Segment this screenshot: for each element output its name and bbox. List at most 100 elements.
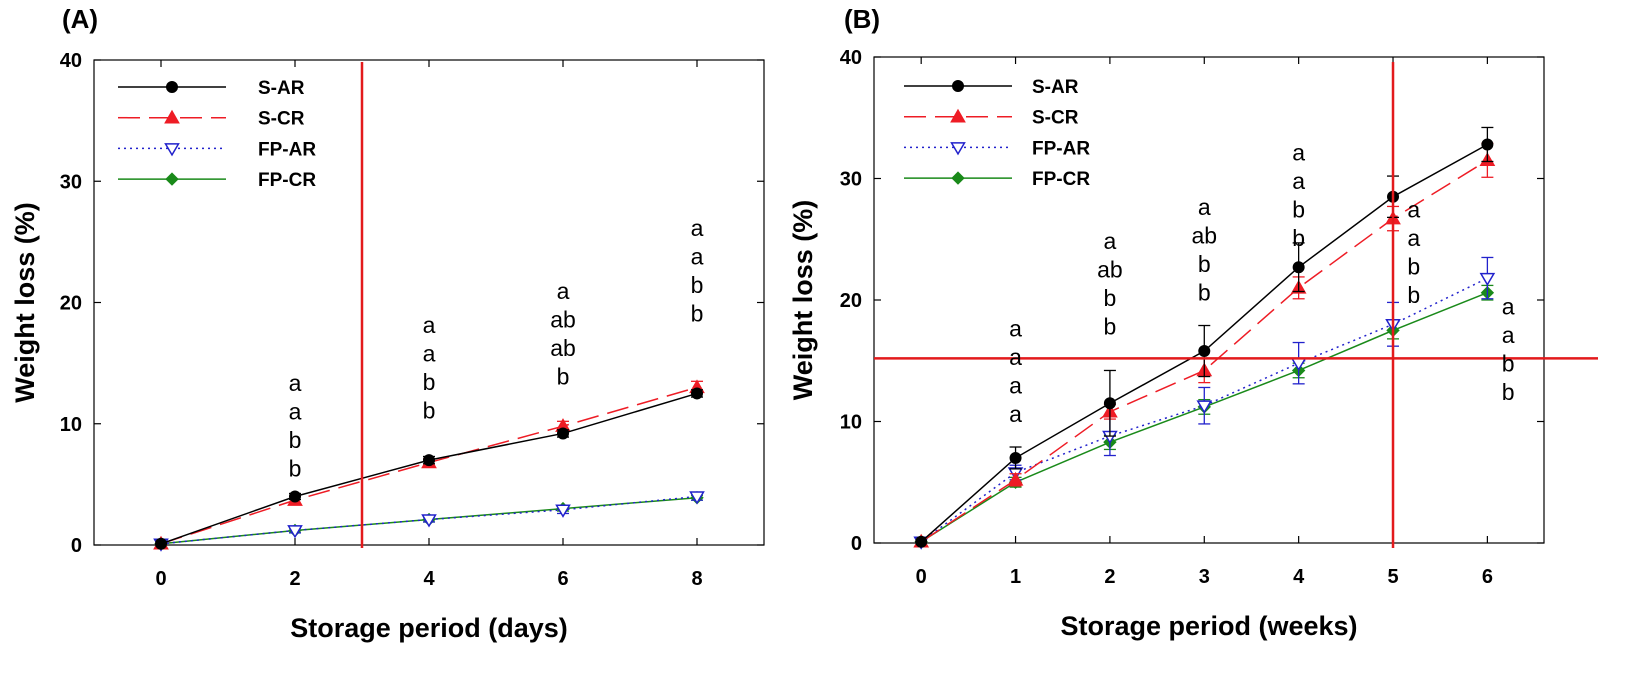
data-point bbox=[1198, 345, 1211, 358]
significance-letter: b bbox=[557, 363, 570, 389]
significance-letter: a bbox=[423, 340, 436, 366]
y-tick-label: 20 bbox=[60, 293, 82, 315]
legend-item-s-ar: S-AR bbox=[118, 78, 305, 99]
significance-letter: a bbox=[1009, 315, 1022, 341]
legend-marker bbox=[952, 80, 964, 92]
significance-letter: b bbox=[1104, 313, 1117, 339]
legend-item-fp-ar: FP-AR bbox=[118, 139, 316, 160]
legend-marker bbox=[950, 142, 966, 156]
y-tick-label: 0 bbox=[851, 533, 862, 555]
significance-letter: a bbox=[557, 278, 570, 304]
legend-label: FP-AR bbox=[258, 139, 316, 160]
x-tick-label: 6 bbox=[557, 568, 568, 590]
significance-letter: a bbox=[1198, 194, 1211, 220]
significance-letter: a bbox=[1407, 225, 1420, 251]
significance-letter: b bbox=[289, 427, 302, 453]
significance-letter: a bbox=[691, 215, 704, 241]
significance-letter: b bbox=[1198, 251, 1211, 277]
y-tick-label: 40 bbox=[60, 50, 82, 72]
y-tick-label: 20 bbox=[840, 290, 862, 312]
data-point bbox=[1009, 451, 1022, 464]
significance-letter: b bbox=[1407, 253, 1420, 279]
data-point bbox=[287, 525, 303, 539]
significance-letter: a bbox=[423, 312, 436, 338]
data-point bbox=[423, 454, 435, 467]
data-point bbox=[1481, 138, 1494, 151]
legend-label: S-AR bbox=[258, 78, 305, 99]
significance-letter: b bbox=[1502, 379, 1515, 405]
significance-letter: b bbox=[423, 369, 436, 395]
significance-letter: a bbox=[1407, 196, 1420, 222]
significance-letter: ab bbox=[550, 306, 576, 332]
x-tick-label: 4 bbox=[423, 568, 435, 590]
significance-letter: a bbox=[1502, 294, 1515, 320]
x-axis: 0 2 4 6 8 bbox=[155, 60, 703, 590]
data-point bbox=[557, 427, 569, 440]
legend-item-s-cr: S-CR bbox=[118, 109, 305, 130]
legend-item-fp-cr: FP-CR bbox=[118, 170, 316, 191]
significance-letter: a bbox=[1009, 372, 1022, 398]
data-point bbox=[915, 535, 928, 548]
y-axis-title: Weight loss (%) bbox=[788, 200, 818, 401]
significance-letter: a bbox=[1009, 344, 1022, 370]
y-tick-label: 10 bbox=[60, 414, 82, 436]
x-tick-label: 3 bbox=[1199, 566, 1210, 588]
chart-panel-a: (A) 0 10 20 30 40 0 2 4 6 8 Storage period (days) We… bbox=[10, 4, 765, 643]
significance-letter: a bbox=[1292, 139, 1305, 165]
significance-letter: b bbox=[289, 456, 302, 482]
series-group bbox=[913, 126, 1496, 550]
chart-panel-b: (B) 0 10 20 30 40 0 1 2 3 4 5 6 Storage period (weeks… bbox=[788, 4, 1598, 641]
significance-letter: b bbox=[1502, 351, 1515, 377]
data-point bbox=[555, 504, 571, 518]
legend: S-AR S-CR FP-AR FP-CR bbox=[904, 77, 1090, 190]
y-axis-title: Weight loss (%) bbox=[10, 202, 40, 403]
x-tick-label: 6 bbox=[1482, 566, 1493, 588]
significance-letter: b bbox=[1292, 196, 1305, 222]
legend-item-fp-ar: FP-AR bbox=[904, 138, 1090, 159]
x-tick-label: 1 bbox=[1010, 566, 1021, 588]
panel-label: (B) bbox=[844, 4, 880, 34]
significance-letter: b bbox=[1104, 285, 1117, 311]
y-tick-label: 40 bbox=[840, 47, 862, 69]
legend-item-s-ar: S-AR bbox=[904, 77, 1079, 98]
significance-letter: ab bbox=[1097, 256, 1123, 282]
y-tick-label: 30 bbox=[60, 171, 82, 193]
legend: S-AR S-CR FP-AR FP-CR bbox=[118, 78, 316, 191]
x-axis-title: Storage period (weeks) bbox=[1060, 611, 1357, 641]
legend-label: FP-AR bbox=[1032, 138, 1090, 159]
x-tick-label: 8 bbox=[691, 568, 702, 590]
data-point bbox=[1196, 400, 1213, 414]
x-tick-label: 2 bbox=[1104, 566, 1115, 588]
significance-letter: b bbox=[691, 272, 704, 298]
panel-label: (A) bbox=[62, 4, 98, 34]
legend-marker bbox=[166, 81, 178, 93]
data-point bbox=[155, 537, 167, 550]
data-point bbox=[1007, 471, 1024, 486]
significance-letter: ab bbox=[1191, 222, 1217, 248]
legend-marker bbox=[164, 143, 180, 157]
x-tick-label: 0 bbox=[155, 568, 166, 590]
y-tick-label: 0 bbox=[71, 535, 82, 557]
significance-letter: b bbox=[691, 300, 704, 326]
y-tick-label: 30 bbox=[840, 169, 862, 191]
significance-letter: b bbox=[1198, 279, 1211, 305]
series-group bbox=[153, 379, 705, 552]
legend-marker bbox=[164, 109, 180, 124]
x-axis: 0 1 2 3 4 5 6 bbox=[916, 57, 1493, 588]
significance-letter: a bbox=[289, 399, 302, 425]
x-tick-label: 0 bbox=[916, 566, 927, 588]
x-tick-label: 5 bbox=[1387, 566, 1398, 588]
data-point bbox=[421, 514, 437, 528]
x-tick-label: 2 bbox=[289, 568, 300, 590]
series-s-ar bbox=[915, 126, 1494, 548]
significance-letter: b bbox=[1292, 225, 1305, 251]
series-s-ar bbox=[155, 387, 703, 550]
legend-label: FP-CR bbox=[1032, 169, 1090, 190]
data-point bbox=[1103, 397, 1116, 410]
significance-letter: b bbox=[423, 397, 436, 423]
significance-letter: ab bbox=[550, 335, 576, 361]
legend-marker bbox=[951, 171, 965, 185]
